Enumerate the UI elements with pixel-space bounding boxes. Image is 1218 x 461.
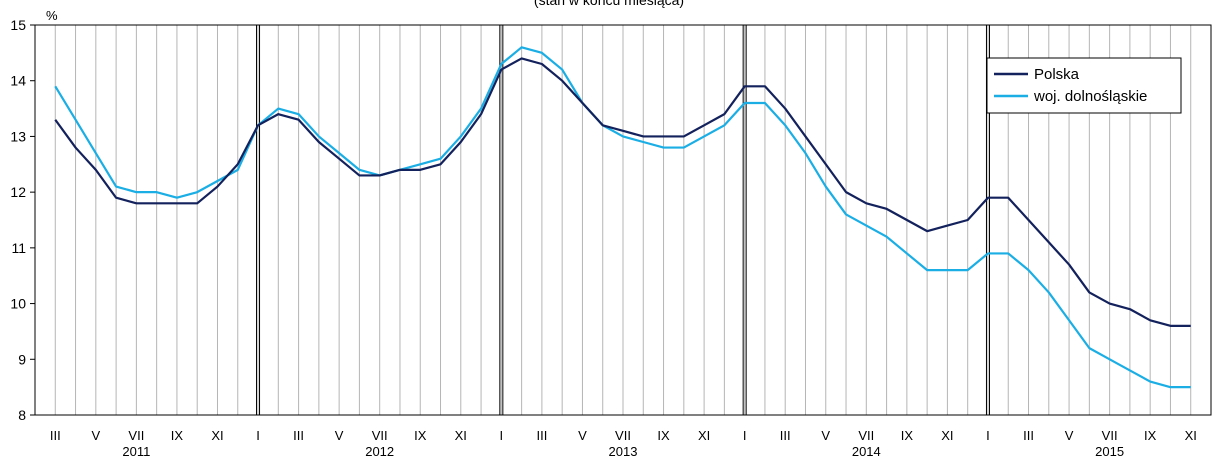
legend: Polska woj. dolnośląskie	[986, 57, 1182, 114]
y-tick-label: 12	[10, 184, 26, 200]
x-tick-label: I	[500, 428, 504, 443]
legend-label-dolnoslaskie: woj. dolnośląskie	[1033, 88, 1147, 105]
x-tick-label: III	[536, 428, 547, 443]
year-label: 2012	[365, 444, 394, 459]
grid	[54, 25, 1192, 415]
x-tick-label: XI	[211, 428, 223, 443]
x-tick-label: I	[986, 428, 990, 443]
series-lines	[54, 46, 1191, 389]
y-tick-label: 13	[10, 128, 26, 144]
x-tick-label: XI	[1185, 428, 1197, 443]
y-axis-ticks: 8 9 10 11 12 13 14 15	[10, 17, 35, 423]
x-tick-label: V	[1065, 428, 1074, 443]
x-axis-ticks: III V VII IX XI I III V VII IX XI I III V VII IX XI I III V…	[50, 428, 1197, 443]
x-tick-label: XI	[455, 428, 467, 443]
legend-label-polska: Polska	[1034, 66, 1080, 83]
x-tick-label: XI	[941, 428, 953, 443]
year-label: 2015	[1095, 444, 1124, 459]
series-line-1	[54, 46, 1191, 389]
x-tick-label: III	[1023, 428, 1034, 443]
y-tick-label: 9	[18, 351, 26, 367]
series-line-0	[54, 57, 1191, 327]
x-tick-label: VII	[858, 428, 874, 443]
x-tick-label: III	[50, 428, 61, 443]
x-tick-label: V	[578, 428, 587, 443]
x-tick-label: IX	[414, 428, 427, 443]
year-labels: 2011 2012 2013 2014 2015	[122, 444, 1124, 459]
x-tick-label: III	[293, 428, 304, 443]
x-tick-label: IX	[657, 428, 670, 443]
year-label: 2014	[852, 444, 881, 459]
x-tick-label: I	[743, 428, 747, 443]
chart-subtitle: (stan w końcu miesiąca)	[534, 0, 684, 8]
plot-frame	[34, 24, 1212, 416]
x-tick-label: VII	[615, 428, 631, 443]
y-tick-label: 15	[10, 17, 26, 33]
x-tick-label: IX	[171, 428, 184, 443]
x-tick-label: V	[335, 428, 344, 443]
x-tick-label: IX	[901, 428, 914, 443]
y-tick-label: 14	[10, 73, 26, 89]
y-tick-label: 10	[10, 296, 26, 312]
x-tick-label: I	[256, 428, 260, 443]
x-tick-label: IX	[1144, 428, 1157, 443]
x-tick-label: VII	[1102, 428, 1118, 443]
x-tick-label: XI	[698, 428, 710, 443]
legend-box	[986, 57, 1182, 114]
x-tick-label: VII	[128, 428, 144, 443]
year-label: 2013	[609, 444, 638, 459]
x-tick-label: V	[821, 428, 830, 443]
y-tick-label: 11	[11, 240, 26, 256]
x-tick-label: VII	[372, 428, 388, 443]
x-tick-label: V	[91, 428, 100, 443]
y-tick-label: 8	[18, 407, 26, 423]
year-label: 2011	[122, 444, 150, 459]
y-axis-label: %	[46, 8, 58, 23]
x-tick-label: III	[780, 428, 791, 443]
